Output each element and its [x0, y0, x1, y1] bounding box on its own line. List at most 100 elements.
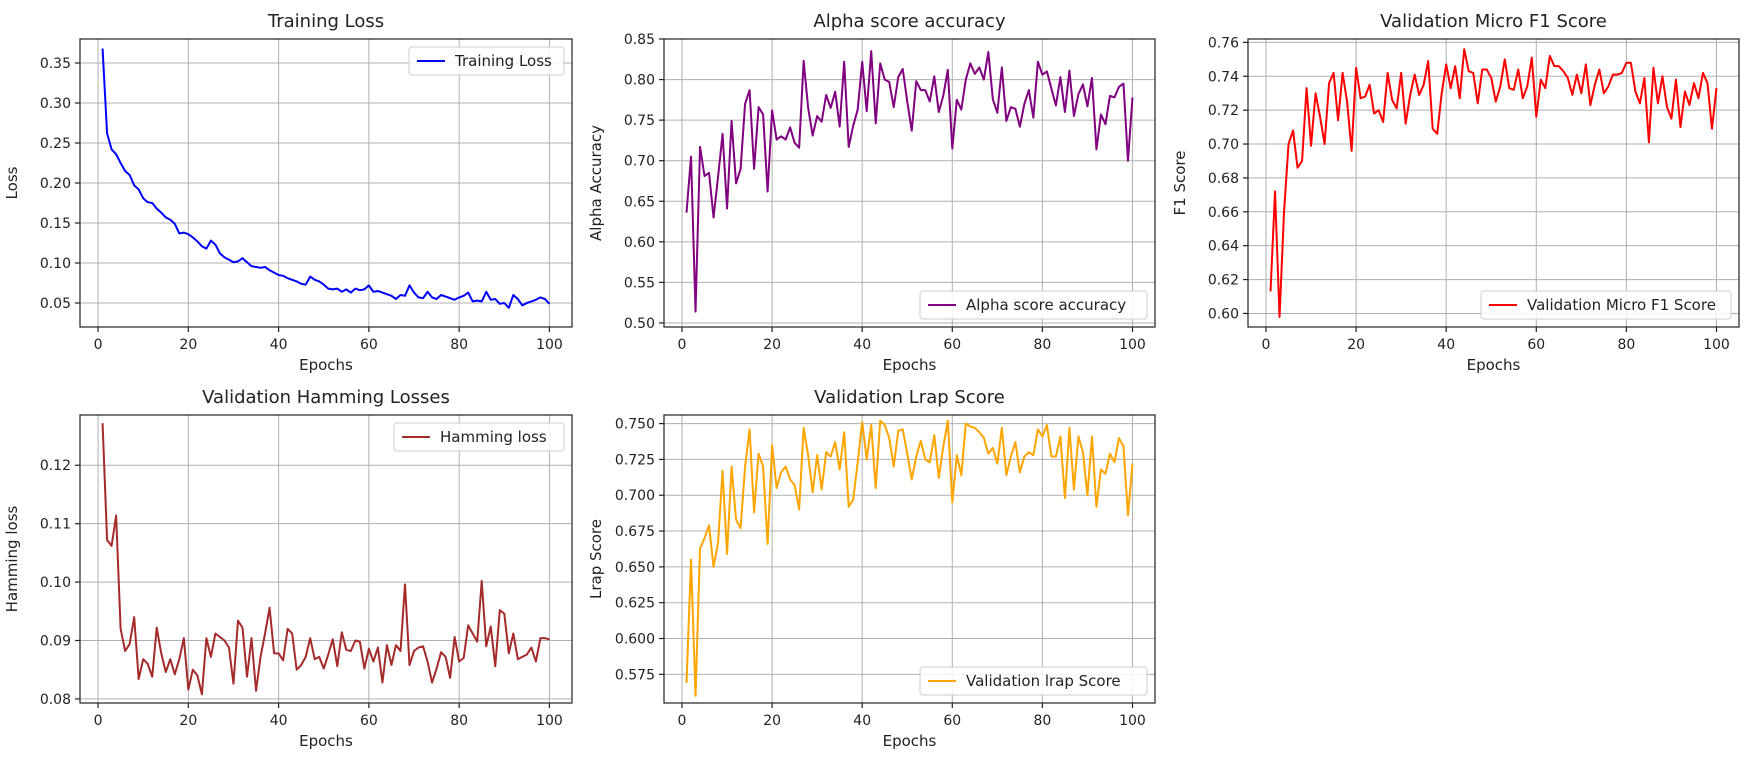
legend: Hamming loss — [393, 422, 565, 452]
y-tick-label: 0.625 — [615, 596, 655, 612]
legend: Alpha score accuracy — [919, 290, 1148, 320]
grid — [80, 39, 572, 327]
x-tick-label: 0 — [1262, 337, 1271, 353]
x-axis-label: Epochs — [299, 356, 353, 374]
chart-title: Validation Micro F1 Score — [1380, 11, 1607, 32]
legend-box — [919, 290, 1148, 320]
x-tick-label: 0 — [678, 713, 687, 729]
y-tick-label: 0.08 — [40, 692, 71, 708]
series-line — [1269, 48, 1718, 318]
panel-1: 0 20 40 60 80 100 0.05 0.10 0.15 0.20 0.25 0.30 0.35… — [3, 11, 573, 374]
y-tick-label: 0.76 — [1208, 35, 1239, 51]
axes-frame — [79, 414, 573, 704]
y-tick-label: 0.62 — [1208, 273, 1239, 289]
y-tick-label: 0.20 — [40, 176, 71, 192]
y-tick-label: 0.10 — [40, 575, 71, 591]
y-tick-label: 0.650 — [615, 560, 655, 576]
y-tick-label: 0.700 — [615, 488, 655, 504]
y-tick-label: 0.72 — [1208, 103, 1239, 119]
legend-box — [408, 46, 565, 76]
x-axis-label: Epochs — [883, 356, 937, 374]
y-axis-label: Hamming loss — [3, 506, 21, 613]
x-tick-label: 80 — [1033, 337, 1051, 353]
series-line — [685, 50, 1134, 313]
x-tick-label: 0 — [94, 337, 103, 353]
grid — [664, 415, 1155, 703]
x-tick-label: 100 — [1703, 337, 1730, 353]
y-tick-label: 0.25 — [40, 136, 71, 152]
panel-5: 0 20 40 60 80 100 0.575 0.600 0.625 0.650 0.675 0.7… — [587, 387, 1156, 750]
legend-label: Hamming loss — [440, 428, 547, 446]
y-tick-label: 0.11 — [40, 517, 71, 533]
legend-label: Alpha score accuracy — [966, 296, 1126, 314]
y-tick-label: 0.70 — [1208, 137, 1239, 153]
x-tick-label: 60 — [1527, 337, 1545, 353]
y-tick-label: 0.50 — [624, 316, 655, 332]
chart-title: Training Loss — [267, 11, 384, 32]
y-tick-label: 0.60 — [624, 235, 655, 251]
y-tick-label: 0.60 — [1208, 306, 1239, 322]
x-tick-label: 40 — [270, 337, 288, 353]
y-tick-label: 0.675 — [615, 524, 655, 540]
x-tick-label: 40 — [853, 337, 871, 353]
legend: Validation lrap Score — [919, 666, 1148, 696]
x-tick-label: 80 — [1617, 337, 1635, 353]
y-tick-label: 0.80 — [624, 73, 655, 89]
legend-box — [1480, 290, 1732, 320]
legend: Validation Micro F1 Score — [1480, 290, 1732, 320]
y-tick-label: 0.575 — [615, 667, 655, 683]
y-axis-label: Lrap Score — [587, 519, 605, 599]
y-tick-label: 0.85 — [624, 32, 655, 48]
y-tick-label: 0.65 — [624, 194, 655, 210]
x-axis-label: Epochs — [883, 732, 937, 750]
axes-frame — [663, 38, 1156, 328]
y-tick-label: 0.09 — [40, 633, 71, 649]
x-tick-label: 60 — [943, 337, 961, 353]
x-tick-label: 100 — [1119, 337, 1146, 353]
axes-frame — [1247, 38, 1740, 328]
series-line — [101, 48, 551, 309]
legend-label: Validation Micro F1 Score — [1527, 296, 1716, 314]
x-tick-label: 0 — [678, 337, 687, 353]
x-tick-label: 40 — [1437, 337, 1455, 353]
chart-title: Validation Lrap Score — [814, 387, 1005, 408]
x-axis-label: Epochs — [1467, 356, 1521, 374]
y-tick-label: 0.66 — [1208, 205, 1239, 221]
x-tick-label: 20 — [763, 337, 781, 353]
legend-box — [919, 666, 1148, 696]
x-tick-label: 80 — [450, 713, 468, 729]
x-tick-label: 60 — [943, 713, 961, 729]
x-tick-label: 60 — [360, 337, 378, 353]
x-tick-label: 80 — [1033, 713, 1051, 729]
grid — [1248, 39, 1739, 327]
x-tick-label: 40 — [853, 713, 871, 729]
legend-box — [393, 422, 565, 452]
y-tick-label: 0.74 — [1208, 69, 1239, 85]
x-tick-label: 100 — [536, 337, 563, 353]
series-line — [101, 423, 550, 696]
x-axis-label: Epochs — [299, 732, 353, 750]
y-tick-label: 0.64 — [1208, 239, 1239, 255]
panel-2: 0 20 40 60 80 100 0.50 0.55 0.60 0.65 0.70 0.75 0.80… — [587, 11, 1156, 374]
x-tick-label: 0 — [94, 713, 103, 729]
grid — [80, 415, 572, 703]
panel-4: 0 20 40 60 80 100 0.08 0.09 0.10 0.11 0.12 Validati… — [3, 387, 573, 750]
y-tick-label: 0.30 — [40, 96, 71, 112]
panel-3: 0 20 40 60 80 100 0.60 0.62 0.64 0.66 0.68 0.70 0.72… — [1171, 11, 1740, 374]
y-tick-label: 0.10 — [40, 256, 71, 272]
y-axis-label: Loss — [3, 166, 21, 199]
y-tick-label: 0.12 — [40, 458, 71, 474]
y-tick-label: 0.70 — [624, 154, 655, 170]
x-tick-label: 100 — [1119, 713, 1146, 729]
y-tick-label: 0.05 — [40, 296, 71, 312]
x-tick-label: 80 — [450, 337, 468, 353]
x-tick-label: 20 — [1347, 337, 1365, 353]
x-tick-label: 100 — [536, 713, 563, 729]
y-tick-label: 0.15 — [40, 216, 71, 232]
y-tick-label: 0.55 — [624, 275, 655, 291]
legend: Training Loss — [408, 46, 565, 76]
x-tick-label: 40 — [270, 713, 288, 729]
y-tick-label: 0.750 — [615, 417, 655, 433]
y-axis-label: Alpha Accuracy — [587, 125, 605, 241]
